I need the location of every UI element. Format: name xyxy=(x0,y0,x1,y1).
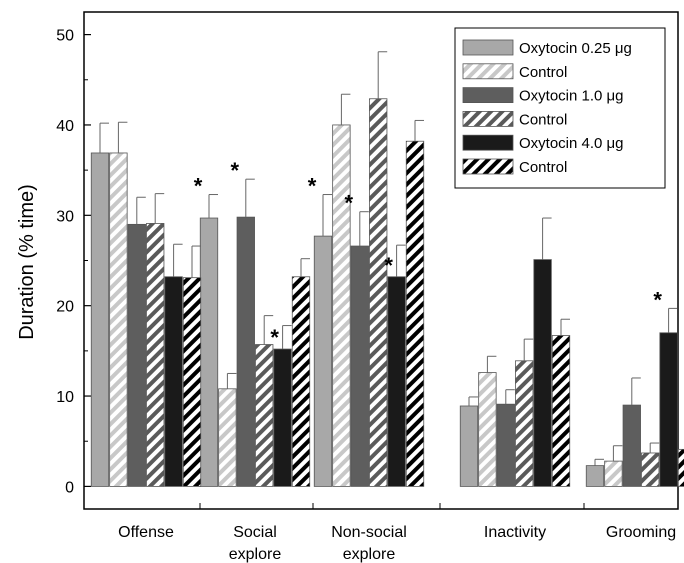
bar xyxy=(677,448,684,487)
bar xyxy=(127,223,146,487)
significance-asterisk: * xyxy=(231,158,240,183)
bar xyxy=(387,276,406,487)
y-tick-label: 30 xyxy=(56,208,74,225)
bar xyxy=(604,460,623,487)
y-axis: 0 10 20 30 40 50 xyxy=(56,28,91,496)
significance-asterisk: * xyxy=(345,191,354,216)
significance-asterisk: * xyxy=(194,174,203,199)
bar xyxy=(369,98,388,487)
y-tick-label: 10 xyxy=(56,389,74,406)
significance-asterisk: * xyxy=(384,253,393,278)
bar xyxy=(313,235,333,487)
significance-asterisk: * xyxy=(270,325,279,350)
bar xyxy=(551,335,571,487)
significance-marks: * * * * * * * xyxy=(194,158,663,350)
x-category-label-line: Offense xyxy=(118,524,174,541)
x-category-label-line: Inactivity xyxy=(484,524,546,541)
x-category-label-line: explore xyxy=(229,546,282,563)
error-bars xyxy=(99,51,678,466)
x-category-label-line: explore xyxy=(343,546,396,563)
legend-swatch xyxy=(462,158,514,175)
bar xyxy=(199,217,219,487)
bar xyxy=(585,465,605,487)
legend-swatch xyxy=(462,87,514,103)
x-category-label: Grooming xyxy=(606,524,676,541)
legend-label: Oxytocin 4.0 μg xyxy=(519,135,624,152)
legend-label: Control xyxy=(519,111,567,128)
x-category-label: Social explore xyxy=(229,524,282,563)
x-category-label-line: Social xyxy=(233,524,277,541)
bar xyxy=(182,277,202,487)
bar xyxy=(255,344,274,487)
significance-asterisk: * xyxy=(653,287,662,312)
x-category-label-line: Non-social xyxy=(331,524,407,541)
bar xyxy=(459,405,479,487)
y-tick-label: 50 xyxy=(56,28,74,45)
bar xyxy=(350,245,369,487)
bar xyxy=(109,152,128,487)
y-tick-label: 20 xyxy=(56,299,74,316)
legend-swatch xyxy=(462,134,514,151)
bar xyxy=(496,403,515,487)
legend-label: Oxytocin 0.25 μg xyxy=(519,40,632,57)
legend-label: Control xyxy=(519,159,567,176)
bar xyxy=(218,388,237,487)
x-category-label: Offense xyxy=(118,524,174,541)
y-tick-label: 40 xyxy=(56,118,74,135)
bar xyxy=(332,124,351,487)
bar xyxy=(164,276,183,487)
significance-asterisk: * xyxy=(308,174,317,199)
y-tick-label: 0 xyxy=(65,479,74,496)
bar xyxy=(659,332,678,487)
bar xyxy=(533,259,552,487)
x-category-label: Non-social explore xyxy=(331,524,407,563)
bar xyxy=(90,152,110,487)
bar xyxy=(622,404,641,487)
bar xyxy=(146,223,165,487)
x-category-label: Inactivity xyxy=(484,524,546,541)
bar xyxy=(273,348,292,487)
legend-swatch xyxy=(462,39,514,56)
x-axis: Offense Social explore Non-social explore Ina… xyxy=(83,503,679,563)
bar xyxy=(405,140,425,487)
legend-label: Oxytocin 1.0 μg xyxy=(519,88,624,105)
bar xyxy=(641,452,660,487)
legend-swatch xyxy=(462,111,514,127)
bar xyxy=(478,372,497,487)
bar xyxy=(291,276,311,487)
legend-label: Control xyxy=(519,64,567,81)
x-category-label-line: Grooming xyxy=(606,524,676,541)
y-axis-title: Duration (% time) xyxy=(16,184,38,340)
bar xyxy=(236,216,255,487)
legend: Oxytocin 0.25 μg Control Oxytocin 1.0 μg Co… xyxy=(454,27,666,189)
bar xyxy=(515,360,534,487)
plot-area: 0 10 20 30 40 50 * * * * * * * Offense Social explore… xyxy=(56,11,684,563)
legend-swatch xyxy=(462,63,514,80)
